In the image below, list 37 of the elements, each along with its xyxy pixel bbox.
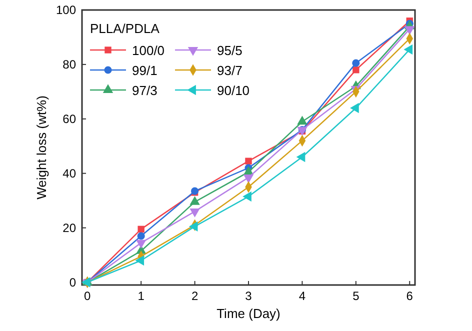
point	[138, 226, 144, 233]
point	[243, 174, 254, 184]
y-tick-label: 40	[62, 166, 76, 180]
y-axis-title: Weight loss (wt%)	[34, 96, 49, 200]
point	[350, 102, 359, 114]
x-tick-label: 5	[352, 289, 360, 303]
y-tick-label: 60	[62, 112, 76, 126]
x-tick-label: 1	[138, 289, 145, 303]
point	[245, 158, 252, 164]
y-tick-label: 0	[69, 275, 76, 290]
x-tick-label: 4	[298, 289, 306, 303]
point	[352, 66, 360, 74]
legend-label: 90/10	[217, 83, 250, 98]
x-tick-label: 3	[245, 289, 252, 303]
y-tick-label: 80	[62, 57, 76, 72]
point	[352, 59, 360, 67]
legend-label: 97/3	[132, 83, 158, 98]
point	[188, 221, 198, 232]
point	[404, 26, 415, 35]
x-tick-label: 6	[406, 289, 414, 303]
point	[137, 232, 145, 240]
point	[242, 191, 252, 202]
point	[190, 208, 200, 218]
y-tick-label: 100	[56, 3, 76, 17]
x-tick-label: 0	[84, 289, 92, 303]
point	[404, 44, 413, 55]
x-axis-title: Time (Day)	[216, 306, 280, 321]
point	[135, 255, 144, 266]
y-tick-label: 20	[62, 220, 76, 235]
point	[296, 152, 306, 162]
x-tick-label: 2	[191, 289, 198, 303]
point	[136, 240, 146, 249]
legend-title: PLLA/PDLA	[90, 21, 160, 36]
legend-label: 95/5	[217, 43, 242, 58]
legend-label: 99/1	[132, 63, 158, 78]
legend-label: 100/0	[132, 43, 165, 58]
legend-label: 93/7	[217, 63, 242, 78]
